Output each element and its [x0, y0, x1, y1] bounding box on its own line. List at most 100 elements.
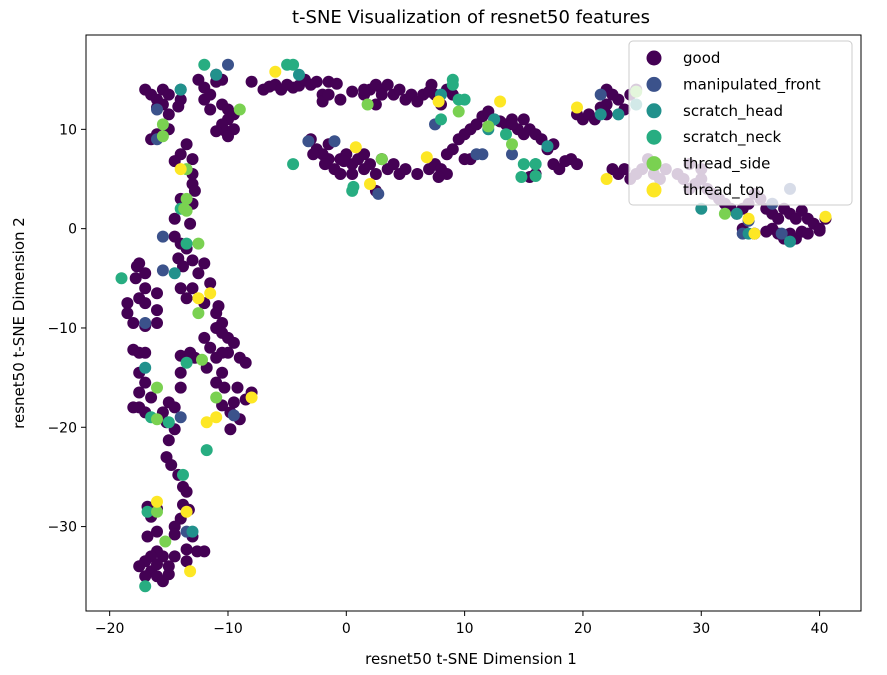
- legend-label-thread_side: thread_side: [683, 155, 770, 174]
- point-thread_side-0: [156, 118, 169, 131]
- point-good-62: [227, 336, 240, 349]
- point-good-243: [411, 168, 424, 180]
- point-manipulated_front-12: [372, 187, 385, 200]
- point-scratch_neck-22: [139, 580, 152, 593]
- point-good-184: [358, 83, 371, 96]
- point-manipulated_front-10: [302, 135, 315, 148]
- legend-label-manipulated_front: manipulated_front: [683, 75, 821, 94]
- y-tick-label: 10: [59, 122, 77, 138]
- point-good-125: [139, 282, 152, 295]
- point-thread_side-10: [151, 413, 163, 426]
- legend-label-thread_top: thread_top: [683, 181, 764, 200]
- point-scratch_neck-8: [435, 113, 447, 126]
- point-good-204: [399, 163, 412, 176]
- point-good-88: [162, 434, 175, 447]
- x-tick-label: 30: [692, 621, 710, 637]
- chart-title: t-SNE Visualization of resnet50 features: [292, 7, 650, 28]
- point-good-129: [121, 307, 134, 320]
- x-axis: −20 −10 0 10 20 30 40: [95, 611, 829, 637]
- legend-label-scratch_neck: scratch_neck: [683, 128, 782, 147]
- point-good-241: [458, 153, 471, 166]
- point-scratch_neck-20: [177, 468, 189, 481]
- point-thread_top-4: [200, 416, 213, 429]
- x-tick-label: −10: [213, 621, 243, 637]
- point-good-185: [334, 93, 347, 106]
- point-scratch_neck-24: [180, 237, 193, 250]
- point-thread_top-15: [571, 101, 583, 114]
- point-good-208: [346, 168, 359, 180]
- point-good-20: [204, 103, 217, 116]
- point-thread_top-6: [151, 495, 163, 508]
- point-scratch_head-4: [186, 525, 199, 538]
- point-good-164: [346, 85, 359, 98]
- x-axis-label: resnet50 t-SNE Dimension 1: [365, 650, 577, 668]
- point-scratch_neck-14: [529, 170, 542, 182]
- legend-marker-thread_side: [646, 156, 662, 172]
- point-manipulated_front-5: [156, 264, 169, 277]
- point-thread_side-7: [196, 353, 208, 366]
- point-good-104: [168, 550, 181, 563]
- point-good-28: [210, 125, 223, 138]
- point-good-260: [618, 163, 631, 176]
- legend-box: [628, 40, 853, 206]
- point-thread_top-8: [184, 565, 197, 578]
- y-axis: −30 −20 −10 0 10: [47, 122, 86, 536]
- point-manipulated_front-16: [506, 148, 518, 161]
- point-good-30: [180, 138, 193, 151]
- point-scratch_head-15: [784, 235, 796, 248]
- legend: good manipulated_front scratch_headscratch…: [628, 40, 853, 206]
- plot-frame: [85, 34, 862, 612]
- point-thread_top-11: [364, 178, 376, 190]
- point-scratch_neck-15: [515, 171, 528, 183]
- point-thread_top-18: [748, 227, 761, 240]
- point-thread_top-3: [210, 411, 223, 424]
- point-manipulated_front-20: [775, 227, 788, 240]
- point-thread_top-14: [494, 95, 507, 108]
- point-thread_side-1: [156, 130, 169, 143]
- point-good-116: [151, 558, 163, 571]
- point-good-19: [204, 88, 217, 101]
- point-good-202: [387, 158, 400, 171]
- point-good-123: [129, 272, 142, 285]
- point-good-163: [330, 77, 343, 90]
- point-good-169: [381, 78, 394, 91]
- point-good-161: [322, 88, 335, 101]
- point-manipulated_front-1: [222, 58, 234, 71]
- point-scratch_head-1: [174, 83, 187, 96]
- point-thread_side-6: [192, 307, 205, 320]
- point-good-182: [375, 88, 388, 101]
- point-good-136: [139, 346, 152, 359]
- point-good-111: [139, 570, 152, 583]
- point-good-209: [358, 148, 371, 161]
- point-thread_top-5: [245, 391, 258, 404]
- point-good-55: [210, 307, 223, 320]
- y-tick-label: −20: [47, 420, 77, 436]
- point-good-75: [227, 396, 240, 409]
- point-manipulated_front-4: [156, 230, 169, 243]
- point-good-46: [186, 254, 199, 267]
- point-scratch_neck-0: [198, 58, 211, 71]
- point-good-183: [369, 98, 382, 111]
- point-good-39: [168, 212, 181, 225]
- point-good-59: [204, 341, 217, 354]
- point-manipulated_front-11: [328, 135, 341, 148]
- point-scratch_neck-2: [287, 58, 300, 71]
- point-manipulated_front-6: [139, 317, 152, 329]
- point-good-117: [141, 530, 154, 543]
- point-thread_side-8: [151, 381, 163, 394]
- point-good-284: [772, 212, 785, 225]
- point-good-207: [319, 158, 331, 171]
- point-good-79: [224, 423, 237, 436]
- point-good-227: [517, 113, 530, 126]
- point-thread_side-16: [452, 105, 465, 118]
- point-thread_top-10: [349, 141, 362, 154]
- point-good-130: [151, 304, 163, 317]
- point-good-140: [145, 391, 158, 404]
- point-good-139: [133, 386, 146, 399]
- point-good-27: [222, 130, 234, 143]
- point-good-69: [216, 366, 229, 379]
- y-tick-label: −10: [47, 321, 77, 337]
- x-tick-label: 0: [342, 621, 351, 637]
- point-good-210: [337, 155, 350, 168]
